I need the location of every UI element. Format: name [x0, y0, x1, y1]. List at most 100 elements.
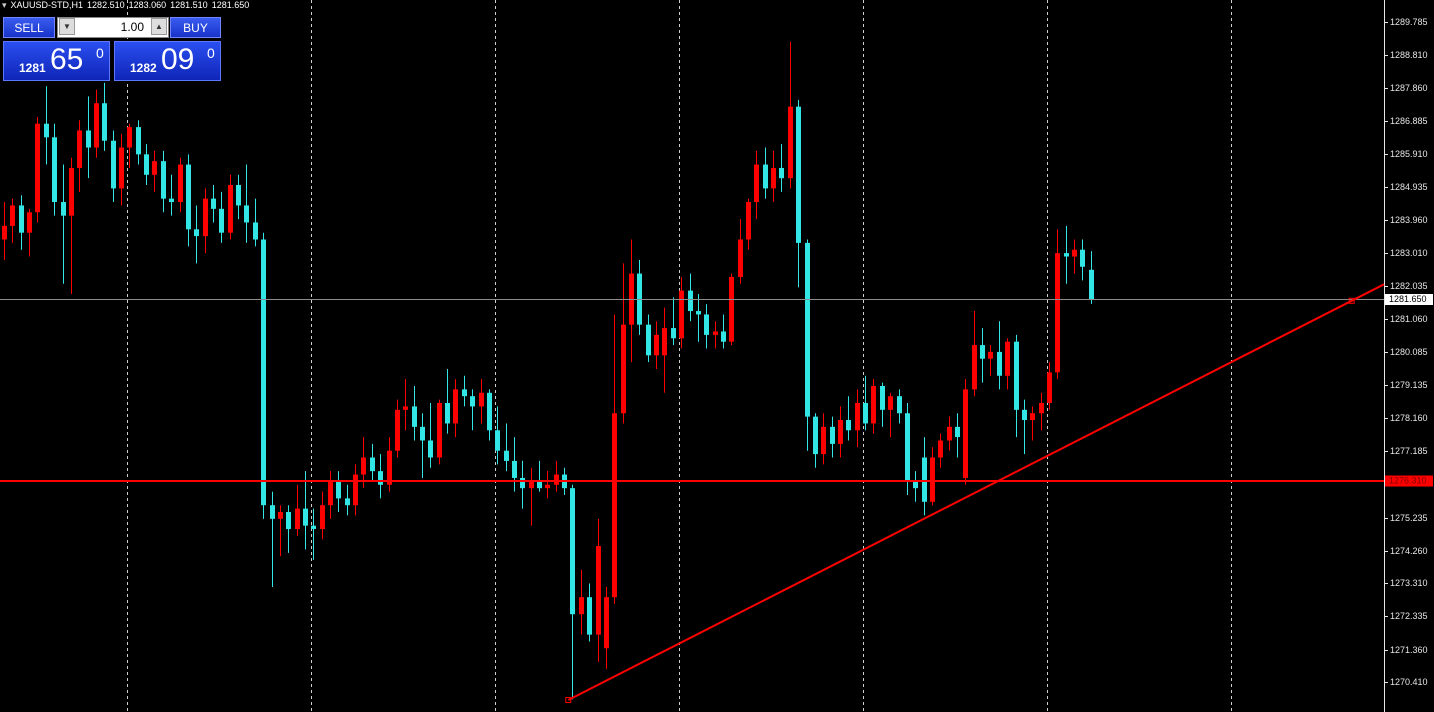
- candle-body: [244, 205, 249, 223]
- candle-body: [428, 440, 433, 458]
- candle-body: [345, 498, 350, 506]
- candle-body: [303, 508, 308, 526]
- buy-button[interactable]: BUY: [170, 17, 221, 38]
- candle-body: [69, 167, 74, 216]
- candle-body: [412, 406, 417, 427]
- lot-decrease[interactable]: ▼: [59, 18, 75, 35]
- candle-body: [1047, 372, 1052, 404]
- candle-body: [596, 546, 601, 635]
- candle-body: [311, 525, 316, 530]
- candle-body: [445, 403, 450, 424]
- candle-body: [821, 426, 826, 455]
- one-click-trading: SELL 1.00 ▼ ▲ BUY 1281 65 0 1282 09 0: [2, 17, 221, 81]
- candle-body: [437, 403, 442, 458]
- candle-body: [10, 205, 15, 226]
- candle-body: [729, 276, 734, 342]
- candle-body: [211, 198, 216, 209]
- candle-body: [805, 242, 810, 417]
- candle-body: [161, 161, 166, 199]
- candle-body: [61, 202, 66, 216]
- y-tick-label: 1287.860: [1390, 83, 1428, 93]
- candle-body: [888, 396, 893, 410]
- candle-body: [813, 416, 818, 455]
- y-tick-label: 1280.085: [1390, 347, 1428, 357]
- candle-body: [587, 597, 592, 635]
- y-tick-label: 1272.335: [1390, 611, 1428, 621]
- sell-button[interactable]: SELL: [3, 17, 55, 38]
- candle-body: [570, 488, 575, 615]
- y-tick-label: 1283.010: [1390, 248, 1428, 258]
- candle-body: [236, 185, 241, 206]
- candle-body: [286, 512, 291, 530]
- candle-body: [111, 140, 116, 189]
- candle-body: [194, 229, 199, 237]
- candle-body: [537, 481, 542, 489]
- lot-increase[interactable]: ▲: [151, 18, 167, 35]
- ohlc-low: 1281.510: [170, 0, 208, 10]
- candle-body: [1080, 249, 1085, 267]
- candle-body: [738, 239, 743, 277]
- candle-body: [479, 392, 484, 407]
- candle-body: [1064, 253, 1069, 257]
- candle-body: [713, 331, 718, 335]
- vertical-grid: [127, 0, 1232, 712]
- candle-body: [779, 167, 784, 179]
- candle-body: [387, 450, 392, 485]
- y-tick-label: 1285.910: [1390, 149, 1428, 159]
- candle-body: [679, 290, 684, 339]
- candle-body: [704, 314, 709, 335]
- bid-prefix: 1281: [19, 61, 46, 75]
- candle-body: [119, 147, 124, 189]
- trendline: [567, 299, 1353, 701]
- candle-body: [178, 164, 183, 203]
- candle-body: [1089, 269, 1094, 300]
- y-tick-label: 1270.410: [1390, 677, 1428, 687]
- candle-body: [487, 392, 492, 431]
- candle-body: [938, 440, 943, 458]
- candle-body: [846, 420, 851, 431]
- candle-body: [462, 389, 467, 397]
- y-tick-label: 1284.935: [1390, 182, 1428, 192]
- y-tick-label: 1279.135: [1390, 380, 1428, 390]
- ask-quote[interactable]: 1282 09 0: [114, 41, 221, 81]
- ask-pips: 09: [161, 43, 195, 76]
- candle-body: [905, 413, 910, 482]
- symbol-icon: ▾: [2, 0, 7, 10]
- candle-body: [278, 512, 283, 519]
- candle-body: [796, 106, 801, 243]
- lot-input[interactable]: 1.00: [57, 17, 169, 38]
- candle-body: [102, 103, 107, 141]
- candle-body: [94, 103, 99, 148]
- candle-body: [1039, 403, 1044, 414]
- candle-body: [838, 420, 843, 444]
- candle-body: [186, 164, 191, 230]
- candle-body: [871, 385, 876, 424]
- candle-body: [228, 185, 233, 233]
- candle-body: [320, 505, 325, 530]
- candle-body: [746, 202, 751, 240]
- candle-body: [646, 324, 651, 356]
- candle-body: [754, 164, 759, 203]
- candle-body: [579, 597, 584, 615]
- candle-body: [1014, 341, 1019, 410]
- bid-quote[interactable]: 1281 65 0: [3, 41, 110, 81]
- hline-label: 1276.310: [1389, 475, 1427, 485]
- symbol: XAUUSD-STD,H1: [10, 0, 84, 10]
- y-tick-label: 1275.235: [1390, 513, 1428, 523]
- candle-body: [44, 123, 49, 138]
- candle-body: [261, 239, 266, 506]
- candle-body: [270, 505, 275, 519]
- hline-label-bg: [1385, 475, 1433, 487]
- candle-body: [86, 130, 91, 148]
- y-tick-label: 1274.260: [1390, 546, 1428, 556]
- candle-body: [1022, 409, 1027, 421]
- candle-body: [771, 167, 776, 189]
- ask-point: 0: [207, 45, 215, 61]
- bid-pips: 65: [50, 43, 84, 76]
- candle-body: [495, 430, 500, 451]
- candle-body: [328, 481, 333, 506]
- candle-body: [2, 225, 7, 240]
- candle-body: [654, 334, 659, 356]
- candle-body: [988, 351, 993, 359]
